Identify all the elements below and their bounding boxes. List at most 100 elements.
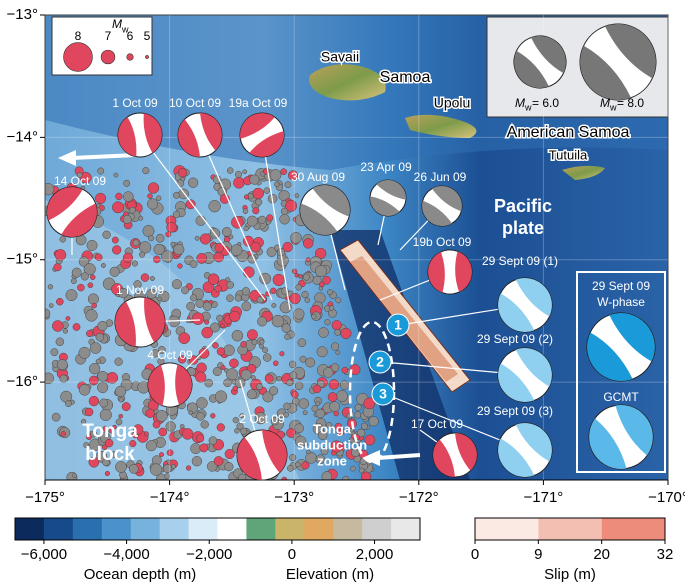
seismicity-dot bbox=[88, 363, 101, 375]
seismicity-dot bbox=[335, 350, 341, 355]
zone-label: subduction bbox=[297, 437, 367, 452]
seismicity-dot bbox=[208, 200, 221, 213]
seismicity-dot bbox=[242, 208, 249, 214]
seismicity-dot bbox=[104, 470, 110, 477]
seismicity-dot bbox=[294, 381, 304, 391]
seismicity-dot bbox=[226, 368, 239, 381]
legend-symbol: M bbox=[515, 96, 525, 110]
seismicity-dot bbox=[70, 278, 77, 285]
seismicity-dot bbox=[78, 384, 91, 396]
seismicity-dot bbox=[234, 294, 242, 302]
seismicity-dot bbox=[133, 424, 144, 435]
seismicity-dot bbox=[196, 362, 207, 374]
x-tick-label: −174° bbox=[150, 489, 190, 506]
seismicity-dot bbox=[145, 440, 157, 452]
legend-subscript: w bbox=[524, 102, 532, 112]
colorbar-tick-label: 32 bbox=[657, 546, 674, 563]
seismicity-dot bbox=[286, 379, 294, 387]
seismicity-dot bbox=[234, 377, 246, 389]
ball-quadrant bbox=[148, 364, 192, 406]
seismicity-dot bbox=[146, 288, 157, 299]
seismicity-dot bbox=[99, 408, 112, 421]
ball-quadrant bbox=[370, 180, 406, 216]
seismicity-dot bbox=[88, 395, 100, 407]
colorbar-tick-label: 2,000 bbox=[356, 546, 394, 563]
seismicity-dot bbox=[132, 239, 140, 247]
seismicity-dot bbox=[53, 263, 62, 272]
event-label: 19a Oct 09 bbox=[229, 96, 288, 110]
seismicity-dot bbox=[172, 210, 181, 219]
inset-title: GCMT bbox=[603, 390, 639, 404]
seismicity-dot bbox=[294, 423, 304, 434]
seismicity-dot bbox=[122, 252, 134, 263]
seismicity-dot bbox=[139, 251, 146, 258]
seismicity-dot bbox=[104, 438, 114, 448]
seismicity-dot bbox=[91, 302, 97, 309]
seismicity-dot bbox=[123, 191, 134, 202]
colorbar-cell bbox=[362, 518, 392, 540]
seismicity-dot bbox=[336, 390, 348, 402]
seismicity-dot bbox=[195, 215, 206, 226]
seismicity-dot bbox=[214, 390, 228, 403]
seismicity-dot bbox=[129, 206, 136, 214]
seismicity-dot bbox=[224, 462, 234, 472]
seismicity-dot bbox=[320, 447, 329, 456]
seismicity-dot bbox=[229, 358, 239, 369]
seismicity-dot bbox=[287, 464, 294, 472]
seismicity-dot bbox=[114, 385, 127, 398]
x-tick-label: −171° bbox=[524, 489, 564, 506]
seismicity-dot bbox=[294, 193, 300, 199]
seismicity-dot bbox=[83, 263, 96, 276]
seismicity-dot bbox=[262, 347, 269, 354]
place-label: Samoa bbox=[380, 69, 431, 86]
seismicity-dot bbox=[283, 411, 290, 418]
seismicity-dot bbox=[364, 434, 376, 446]
seismicity-dot bbox=[312, 384, 322, 394]
seismicity-dot bbox=[101, 444, 108, 451]
seismicity-dot bbox=[279, 213, 290, 225]
seismicity-dot bbox=[202, 301, 212, 311]
seismicity-dot bbox=[315, 401, 321, 407]
magnitude-circle bbox=[126, 53, 134, 61]
seismicity-dot bbox=[95, 192, 107, 204]
subevent-marker bbox=[386, 313, 410, 337]
seismicity-dot bbox=[270, 416, 280, 426]
seismicity-dot bbox=[223, 344, 235, 357]
seismicity-dot bbox=[350, 465, 356, 472]
seismicity-dot bbox=[102, 230, 111, 239]
seismicity-dot bbox=[55, 337, 65, 347]
seismicity-dot bbox=[65, 316, 71, 321]
seismicity-dot bbox=[199, 443, 209, 453]
slip-cell bbox=[475, 518, 539, 540]
seismicity-dot bbox=[289, 292, 301, 305]
ball-quadrant bbox=[118, 113, 162, 157]
colorbar-cell bbox=[217, 518, 247, 540]
seismicity-dot bbox=[330, 440, 343, 453]
seismicity-dot bbox=[97, 370, 109, 382]
seismicity-dot bbox=[142, 167, 150, 175]
subevent-label: 1 bbox=[394, 317, 402, 333]
ball-quadrant bbox=[498, 278, 552, 332]
event-label: 29 Sept 09 (1) bbox=[482, 254, 558, 268]
legend-value: 7 bbox=[105, 29, 112, 43]
seismicity-dot bbox=[252, 187, 264, 200]
event-label: 14 Oct 09 bbox=[54, 174, 106, 188]
seismicity-dot bbox=[219, 323, 225, 329]
colorbar-cell bbox=[391, 518, 421, 540]
seismicity-dot bbox=[315, 408, 326, 419]
colorbar-cell bbox=[130, 518, 161, 540]
seismicity-dot bbox=[326, 422, 333, 429]
legend-text: = 8.0 bbox=[617, 96, 644, 110]
seismicity-dot bbox=[62, 328, 69, 334]
focal-mechanism bbox=[497, 347, 553, 403]
focal-mechanism bbox=[421, 185, 463, 227]
seismicity-dot bbox=[178, 332, 191, 345]
seismicity-dot bbox=[71, 267, 82, 278]
seismicity-dot bbox=[329, 401, 341, 413]
seismicity-dot bbox=[240, 369, 252, 381]
seismicity-dot bbox=[122, 214, 132, 224]
x-tick-label: −172° bbox=[399, 489, 439, 506]
seismicity-dot bbox=[128, 464, 139, 474]
seismicity-dot bbox=[185, 199, 196, 210]
seismicity-dot bbox=[252, 207, 260, 215]
